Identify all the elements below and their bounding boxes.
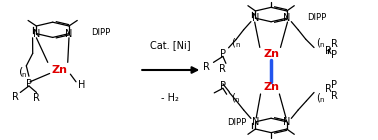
Text: n: n — [319, 42, 324, 48]
Text: DIPP: DIPP — [91, 28, 110, 37]
Text: Zn: Zn — [263, 82, 279, 92]
Text: (: ( — [231, 92, 235, 102]
Text: DIPP: DIPP — [307, 13, 327, 22]
Text: R: R — [332, 91, 338, 101]
Text: N: N — [252, 13, 259, 23]
Text: n: n — [234, 97, 239, 103]
Text: Zn: Zn — [263, 49, 279, 59]
Text: R: R — [220, 64, 226, 74]
Text: DIPP: DIPP — [227, 118, 246, 127]
Text: R: R — [203, 62, 209, 72]
Text: H: H — [78, 80, 85, 90]
Text: Zn: Zn — [51, 65, 67, 75]
Text: (: ( — [231, 37, 235, 47]
Text: Cat. [Ni]: Cat. [Ni] — [150, 40, 191, 50]
Text: R: R — [325, 84, 332, 94]
Text: (: ( — [316, 38, 320, 48]
Text: n: n — [320, 97, 324, 103]
Text: R: R — [33, 93, 40, 103]
Text: P: P — [220, 81, 226, 91]
Text: n: n — [235, 42, 239, 48]
Text: P: P — [26, 79, 32, 89]
Text: R: R — [12, 92, 19, 102]
Text: - H₂: - H₂ — [161, 93, 179, 103]
Text: R: R — [332, 39, 338, 49]
Text: n: n — [21, 72, 26, 78]
Text: P: P — [331, 80, 336, 90]
Text: (: ( — [19, 66, 23, 76]
Text: N: N — [252, 117, 259, 127]
Text: R: R — [325, 46, 332, 56]
Text: N: N — [65, 29, 73, 39]
Text: N: N — [33, 29, 40, 39]
Text: N: N — [283, 13, 290, 23]
Text: N: N — [283, 117, 290, 127]
Text: P: P — [220, 49, 226, 59]
Text: (: ( — [316, 92, 320, 102]
Text: P: P — [331, 50, 336, 60]
